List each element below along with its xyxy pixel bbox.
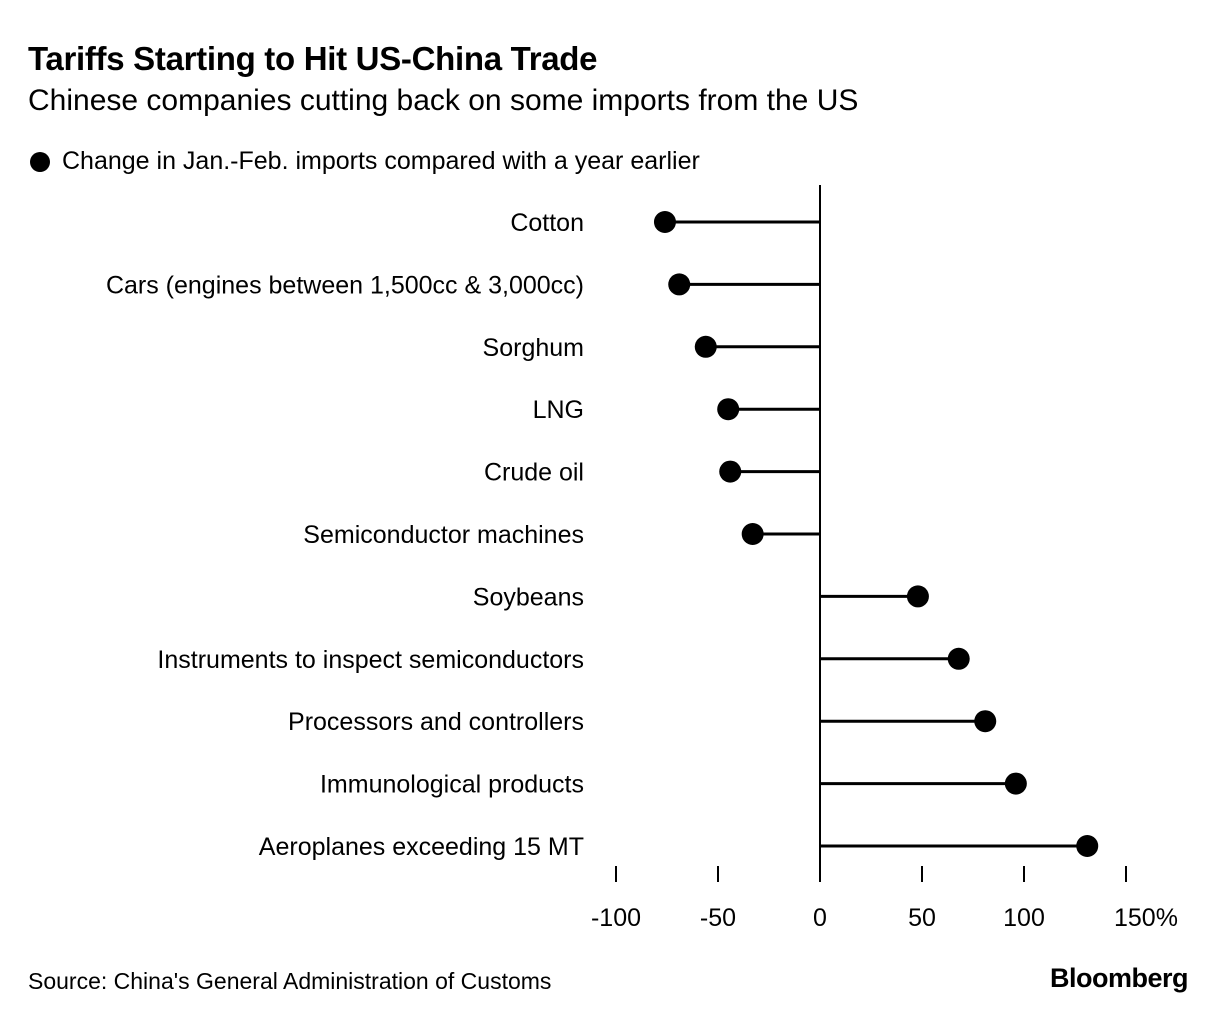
source-note: Source: China's General Administration o… [28, 968, 552, 994]
x-tick-label: 150% [1114, 904, 1178, 932]
legend-label: Change in Jan.-Feb. imports compared wit… [62, 147, 700, 175]
category-label: Sorghum [483, 334, 584, 362]
lollipop-dot [974, 710, 997, 733]
category-label: Immunological products [320, 771, 584, 799]
bloomberg-logo: Bloomberg [1049, 963, 1189, 993]
lollipop-dot [668, 273, 691, 296]
x-tick-label: -100 [591, 904, 641, 932]
x-tick-label: -50 [700, 904, 736, 932]
lollipop-dot [1004, 772, 1027, 795]
x-tick-label: 0 [813, 904, 827, 932]
chart-title: Tariffs Starting to Hit US-China Trade [28, 40, 598, 77]
lollipop-dot [906, 585, 929, 608]
lollipop-dot [694, 335, 717, 358]
category-label: Crude oil [484, 459, 584, 487]
category-label: Semiconductor machines [303, 521, 584, 549]
legend-dot-icon [30, 151, 50, 172]
category-label: Aeroplanes exceeding 15 MT [259, 833, 584, 861]
lollipop-dot [947, 647, 970, 670]
lollipop-dot [741, 523, 764, 545]
legend: Change in Jan.-Feb. imports compared wit… [30, 147, 700, 176]
category-label: LNG [533, 396, 584, 424]
x-tick-label: 50 [908, 904, 936, 932]
category-label: Instruments to inspect semiconductors [157, 646, 584, 674]
category-label: Soybeans [473, 583, 584, 611]
x-tick-label: 100 [1003, 904, 1045, 932]
chart-subtitle: Chinese companies cutting back on some i… [28, 84, 859, 117]
lollipop-dot [719, 460, 742, 483]
lollipop-dot [653, 211, 676, 233]
lollipop-dot [1076, 835, 1099, 857]
category-label: Processors and controllers [288, 708, 584, 736]
category-label: Cotton [510, 209, 584, 237]
lollipop-dot [717, 398, 740, 421]
category-label: Cars (engines between 1,500cc & 3,000cc) [106, 271, 584, 299]
